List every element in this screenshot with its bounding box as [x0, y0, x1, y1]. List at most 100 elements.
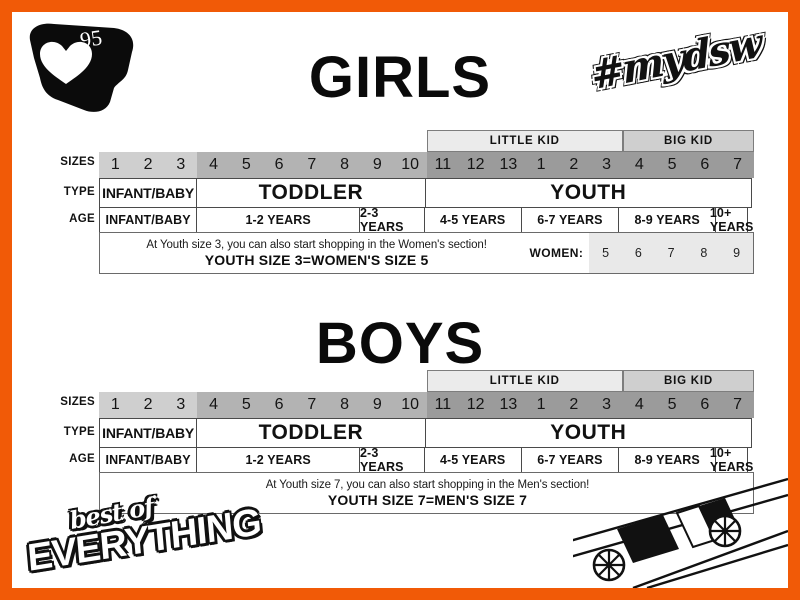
type-row: TYPE INFANT/BABY TODDLER YOUTH [64, 418, 754, 448]
footer-note-text: At Youth size 7, you can also start shop… [100, 473, 753, 513]
age-cell[interactable]: 1-2 YEARS [196, 207, 360, 233]
type-cell[interactable]: TODDLER [196, 418, 426, 448]
row-label-type: TYPE [63, 186, 95, 198]
type-cell[interactable]: YOUTH [424, 178, 752, 208]
girls-size-chart: LITTLE KID BIG KID SIZES 1 2 3 4 5 6 7 8 9 10 11 12 13 1… [60, 130, 754, 274]
age-cell[interactable]: 2-3 YEARS [359, 206, 425, 234]
age-cell[interactable]: 2-3 YEARS [359, 446, 425, 474]
age-cell[interactable]: 1-2 YEARS [196, 447, 360, 473]
age-cell[interactable]: 10+ YEARS [709, 446, 754, 474]
row-label-age: AGE [69, 453, 95, 465]
size-cell[interactable]: 12 [459, 392, 492, 418]
banner-label: BIG KID [663, 135, 714, 147]
size-cell[interactable]: 10 [393, 392, 427, 418]
type-cell[interactable]: YOUTH [424, 418, 752, 448]
size-cell[interactable]: 5 [655, 152, 689, 178]
size-cell[interactable]: 3 [590, 152, 623, 178]
size-cell[interactable]: 11 [426, 392, 460, 418]
size-cell[interactable]: 2 [131, 392, 165, 418]
age-cell[interactable]: 8-9 YEARS [618, 447, 717, 473]
age-cell[interactable]: 4-5 YEARS [423, 207, 522, 233]
conversion-sizes: 5 6 7 8 9 [589, 233, 753, 273]
conversion-size-cell[interactable]: 8 [700, 246, 708, 260]
size-cell[interactable]: 1 [524, 392, 558, 418]
row-label-sizes: SIZES [60, 396, 95, 408]
footer-note-line2: YOUTH SIZE 7=MEN'S SIZE 7 [327, 491, 528, 508]
age-cell[interactable]: 4-5 YEARS [423, 447, 522, 473]
size-cell[interactable]: 5 [230, 152, 263, 178]
conversion-size-cell[interactable]: 7 [667, 246, 675, 260]
banner-label: LITTLE KID [489, 135, 560, 147]
girls-title: GIRLS [308, 45, 492, 110]
type-cell[interactable]: TODDLER [196, 178, 426, 208]
size-cell[interactable]: 3 [590, 392, 623, 418]
conversion-block: WOMEN: 5 6 7 8 9 [530, 233, 753, 273]
kid-category-banner-row: LITTLE KID BIG KID [99, 130, 754, 152]
age-row: AGE INFANT/BABY 1-2 YEARS 2-3 YEARS 4-5 YEAR… [69, 446, 754, 474]
boys-title: BOYS [315, 311, 485, 376]
row-label-sizes: SIZES [60, 156, 95, 168]
footer-note-line2: YOUTH SIZE 3=WOMEN'S SIZE 5 [204, 251, 429, 268]
age-row: AGE INFANT/BABY 1-2 YEARS 2-3 YEARS 4-5 YEAR… [69, 206, 754, 234]
size-cell[interactable]: 3 [164, 392, 198, 418]
age-cell[interactable]: 10+ YEARS [709, 206, 754, 234]
size-cell[interactable]: 2 [557, 392, 591, 418]
footer-note-text: At Youth size 3, you can also start shop… [100, 233, 533, 273]
size-cell[interactable]: 9 [361, 152, 394, 178]
size-cell[interactable]: 5 [230, 392, 263, 418]
age-cell[interactable]: 6-7 YEARS [520, 207, 619, 233]
banner-little-kid[interactable]: LITTLE KID [426, 370, 623, 392]
size-cell[interactable]: 5 [655, 392, 689, 418]
size-cell[interactable]: 11 [426, 152, 460, 178]
row-label-type: TYPE [63, 426, 95, 438]
size-cell[interactable]: 8 [328, 152, 361, 178]
size-cell[interactable]: 6 [688, 392, 722, 418]
size-cell[interactable]: 10 [393, 152, 427, 178]
sizes-row: SIZES 1 2 3 4 5 6 7 8 9 10 11 12 13 1 2 3 4 5 6 7 [60, 392, 754, 418]
age-cell[interactable]: INFANT/BABY [99, 447, 198, 473]
size-cell[interactable]: 12 [459, 152, 492, 178]
size-cell[interactable]: 4 [623, 392, 656, 418]
type-row: TYPE INFANT/BABY TODDLER YOUTH [64, 178, 754, 208]
size-cell[interactable]: 1 [524, 152, 558, 178]
banner-label: BIG KID [663, 375, 714, 387]
size-cell[interactable]: 4 [197, 152, 230, 178]
row-label-age: AGE [69, 213, 95, 225]
footer-note-line1: At Youth size 3, you can also start shop… [146, 238, 487, 251]
size-cell[interactable]: 4 [197, 392, 230, 418]
size-cell[interactable]: 13 [492, 152, 525, 178]
footer-note-line1: At Youth size 7, you can also start shop… [265, 478, 590, 491]
size-cell[interactable]: 9 [361, 392, 394, 418]
banner-little-kid[interactable]: LITTLE KID [426, 130, 623, 152]
age-cell[interactable]: INFANT/BABY [99, 207, 198, 233]
size-cell[interactable]: 6 [262, 392, 296, 418]
size-cell[interactable]: 4 [623, 152, 656, 178]
age-cell[interactable]: 8-9 YEARS [618, 207, 717, 233]
size-cell[interactable]: 7 [295, 392, 329, 418]
size-cell[interactable]: 2 [131, 152, 165, 178]
size-cell[interactable]: 3 [164, 152, 198, 178]
size-cell[interactable]: 7 [721, 152, 754, 178]
age-cell[interactable]: 6-7 YEARS [520, 447, 619, 473]
size-cell[interactable]: 7 [295, 152, 329, 178]
size-cell[interactable]: 2 [557, 152, 591, 178]
size-cell[interactable]: 1 [99, 392, 132, 418]
chart-page: 95 #mydsw GIRLS LITTLE KID BIG KID SIZES 1 2… [12, 12, 788, 588]
conversion-size-cell[interactable]: 9 [733, 246, 741, 260]
footer-note-row: At Youth size 3, you can also start shop… [99, 232, 754, 274]
banner-big-kid[interactable]: BIG KID [623, 130, 754, 152]
size-cell[interactable]: 6 [688, 152, 722, 178]
best-of-everything-badge: best of EVERYTHING [16, 484, 262, 588]
size-cell[interactable]: 7 [721, 392, 754, 418]
banner-label: LITTLE KID [489, 375, 560, 387]
banner-big-kid[interactable]: BIG KID [623, 370, 754, 392]
size-cell[interactable]: 6 [262, 152, 296, 178]
size-cell[interactable]: 13 [492, 392, 525, 418]
conversion-size-cell[interactable]: 6 [634, 246, 642, 260]
size-cell[interactable]: 8 [328, 392, 361, 418]
size-cell[interactable]: 1 [99, 152, 132, 178]
type-cell[interactable]: INFANT/BABY [99, 178, 198, 208]
conversion-size-cell[interactable]: 5 [602, 246, 610, 260]
sizes-row: SIZES 1 2 3 4 5 6 7 8 9 10 11 12 13 1 2 3 4 5 6 7 [60, 152, 754, 178]
type-cell[interactable]: INFANT/BABY [99, 418, 198, 448]
